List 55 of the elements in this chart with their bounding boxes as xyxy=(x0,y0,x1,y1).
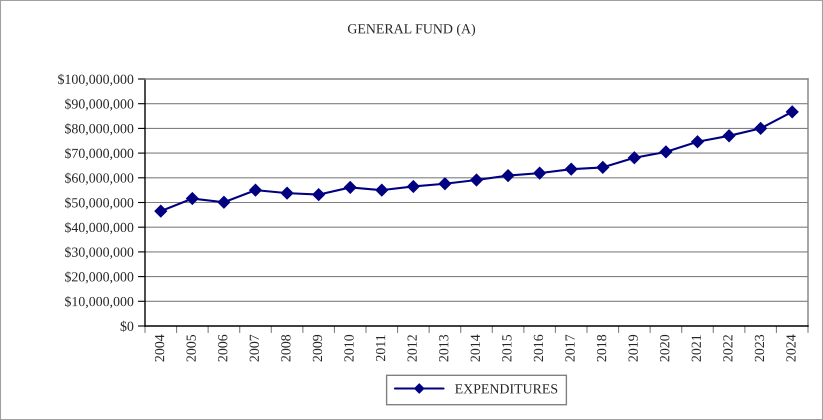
y-tick-label: $20,000,000 xyxy=(65,271,134,284)
point xyxy=(564,162,578,176)
x-tick-label: 2009 xyxy=(312,334,322,362)
x-tick-label: 2010 xyxy=(344,334,354,362)
point xyxy=(470,174,483,186)
x-tick-label: 2021 xyxy=(692,335,701,362)
x-tick-label: 2017 xyxy=(565,334,575,362)
point xyxy=(280,186,294,200)
y-tick-label: $80,000,000 xyxy=(65,123,134,136)
x-tick-label: 2019 xyxy=(628,334,638,362)
point xyxy=(502,169,514,182)
x-tick-label: 2008 xyxy=(281,334,291,362)
x-tick-label: 2014 xyxy=(470,334,480,362)
y-tick-label: $40,000,000 xyxy=(65,222,134,234)
x-tick-label: 2005 xyxy=(186,334,196,362)
y-tick-label: $50,000,000 xyxy=(65,197,134,210)
y-tick-label: $100,000,000 xyxy=(58,74,134,86)
y-tick-label: $90,000,000 xyxy=(65,98,134,111)
chart-title: GENERAL FUND (A) xyxy=(348,24,476,36)
x-tick-label: 2011 xyxy=(376,335,386,361)
point xyxy=(596,161,610,174)
x-tick-label: 2006 xyxy=(218,334,228,362)
x-tick-label: 2022 xyxy=(723,335,733,362)
y-tick-label: $60,000,000 xyxy=(65,172,134,185)
x-tick-label: 2012 xyxy=(407,335,417,362)
point xyxy=(754,122,768,135)
point xyxy=(218,196,230,209)
y-tick-label: $0 xyxy=(120,320,134,332)
point xyxy=(691,135,704,148)
point xyxy=(533,166,546,180)
x-tick-label: 2020 xyxy=(660,334,670,362)
x-tick-label: 2023 xyxy=(754,334,764,362)
point xyxy=(375,184,388,197)
x-tick-label: 2004 xyxy=(154,334,164,362)
point xyxy=(722,129,736,142)
point xyxy=(312,188,326,202)
x-tick-label: 2015 xyxy=(502,334,512,362)
point xyxy=(344,181,357,194)
point xyxy=(249,184,262,197)
y-tick-label: $10,000,000 xyxy=(65,296,134,308)
point xyxy=(786,105,799,118)
x-tick-label: 2018 xyxy=(596,334,606,362)
x-tick-label: 2016 xyxy=(534,334,544,362)
point xyxy=(628,151,641,164)
point xyxy=(660,145,672,158)
x-tick-label: 2024 xyxy=(786,334,796,362)
x-tick-label: 2007 xyxy=(250,334,259,362)
x-tick-label: 2013 xyxy=(439,334,448,362)
point xyxy=(154,204,168,218)
point xyxy=(438,177,452,190)
point xyxy=(186,192,199,205)
y-tick-label: $30,000,000 xyxy=(65,246,134,259)
y-tick-label: $70,000,000 xyxy=(65,148,134,160)
point xyxy=(406,180,420,193)
legend-label: EXPENDITURES xyxy=(455,384,558,394)
